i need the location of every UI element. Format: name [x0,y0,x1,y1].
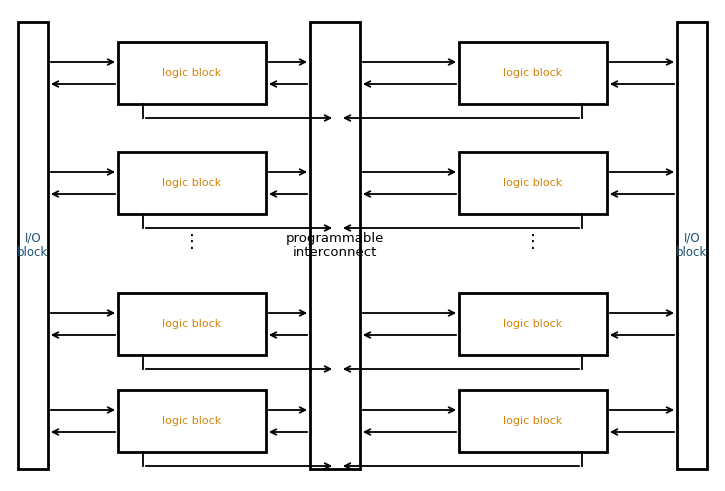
Bar [310,22,360,469]
Bar [459,293,607,355]
Text: logic block: logic block [503,68,563,78]
Bar [118,42,266,104]
Bar [459,390,607,452]
Text: programmable
interconnect: programmable interconnect [286,231,384,260]
Bar [118,390,266,452]
Bar [118,152,266,214]
Text: I/O
block: I/O block [676,231,708,260]
Text: ⋮: ⋮ [524,233,542,251]
Bar [18,22,48,469]
Text: I/O
block: I/O block [17,231,49,260]
Text: logic block: logic block [162,319,222,329]
Text: logic block: logic block [162,68,222,78]
Bar [459,42,607,104]
Text: logic block: logic block [503,416,563,426]
Text: logic block: logic block [162,178,222,188]
Bar [118,293,266,355]
Text: logic block: logic block [162,416,222,426]
Text: ⋮: ⋮ [183,233,201,251]
Bar [459,152,607,214]
Text: logic block: logic block [503,319,563,329]
Text: logic block: logic block [503,178,563,188]
Bar [677,22,707,469]
